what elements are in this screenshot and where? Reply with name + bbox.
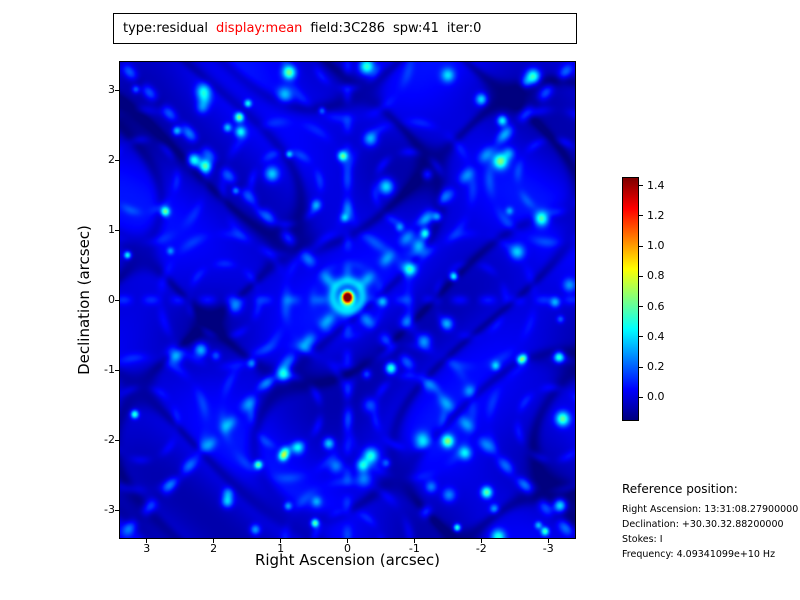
reference-line-dec: Declination: +30.30.32.88200000 bbox=[622, 519, 784, 530]
colorbar-tick-label: 0.8 bbox=[647, 269, 665, 283]
colorbar-tick-mark bbox=[639, 366, 643, 368]
reference-title: Reference position: bbox=[622, 482, 738, 496]
y-tick-label: -1 bbox=[104, 363, 115, 376]
title-segment-display: display:mean bbox=[215, 21, 303, 36]
x-tick-mark bbox=[413, 539, 415, 543]
x-tick-mark bbox=[480, 539, 482, 543]
x-tick-mark bbox=[146, 539, 148, 543]
title-segment-iter: iter:0 bbox=[446, 21, 482, 36]
y-tick-mark bbox=[115, 509, 119, 511]
colorbar-tick-mark bbox=[639, 306, 643, 308]
y-tick-mark bbox=[115, 299, 119, 301]
colorbar-tick-label: 0.2 bbox=[647, 360, 665, 374]
y-tick-mark bbox=[115, 439, 119, 441]
y-tick-label: 2 bbox=[108, 153, 115, 166]
y-tick-label: -2 bbox=[104, 433, 115, 446]
colorbar-tick-label: 0.6 bbox=[647, 299, 665, 313]
x-tick-label: -2 bbox=[475, 542, 487, 555]
title-segment-type: type:residual bbox=[123, 21, 208, 36]
colorbar-tick-label: 0.0 bbox=[647, 390, 665, 404]
x-axis-label: Right Ascension (arcsec) bbox=[254, 551, 441, 569]
y-tick-mark bbox=[115, 159, 119, 161]
image-title-box: type:residual display:mean field:3C286 s… bbox=[113, 13, 577, 44]
x-tick-label: 0 bbox=[344, 542, 351, 555]
y-tick-label: 0 bbox=[108, 293, 115, 306]
colorbar-tick-mark bbox=[639, 245, 643, 247]
colorbar-tick-mark bbox=[639, 185, 643, 187]
colorbar-tick-label: 1.2 bbox=[647, 208, 665, 222]
y-tick-label: -3 bbox=[104, 503, 115, 516]
colorbar-tick-mark bbox=[639, 396, 643, 398]
colorbar-gradient bbox=[623, 178, 638, 420]
y-tick-mark bbox=[115, 369, 119, 371]
x-tick-label: 2 bbox=[210, 542, 218, 555]
title-segment-spw: spw:41 bbox=[393, 21, 439, 36]
reference-line-ra: Right Ascension: 13:31:08.27900000 bbox=[622, 504, 799, 515]
colorbar-tick-label: 1.4 bbox=[647, 178, 665, 192]
y-tick-label: 3 bbox=[108, 83, 115, 96]
reference-position-block: Reference position: Right Ascension: 13:… bbox=[622, 482, 798, 562]
colorbar-tick-mark bbox=[639, 336, 643, 338]
residual-image-plot bbox=[119, 61, 576, 539]
x-tick-mark bbox=[347, 539, 348, 543]
x-tick-mark bbox=[280, 539, 282, 543]
colorbar bbox=[622, 177, 639, 421]
colorbar-tick-label: 0.4 bbox=[647, 329, 665, 343]
colorbar-tick-mark bbox=[639, 275, 643, 277]
reference-line-frequency: Frequency: 4.09341099e+10 Hz bbox=[622, 549, 776, 560]
x-tick-label: 3 bbox=[143, 542, 151, 555]
y-tick-mark bbox=[115, 229, 119, 231]
y-tick-mark bbox=[115, 89, 119, 91]
x-tick-mark bbox=[547, 539, 549, 543]
colorbar-tick-label: 1.0 bbox=[647, 239, 665, 253]
x-tick-label: 1 bbox=[277, 542, 285, 555]
title-segment-field: field:3C286 bbox=[310, 21, 385, 36]
residual-image-canvas[interactable] bbox=[120, 62, 575, 538]
x-tick-mark bbox=[213, 539, 215, 543]
colorbar-tick-mark bbox=[639, 215, 643, 217]
y-tick-label: 1 bbox=[108, 223, 115, 236]
reference-line-stokes: Stokes: I bbox=[622, 534, 663, 545]
x-tick-label: -1 bbox=[408, 542, 420, 555]
x-tick-label: -3 bbox=[542, 542, 554, 555]
